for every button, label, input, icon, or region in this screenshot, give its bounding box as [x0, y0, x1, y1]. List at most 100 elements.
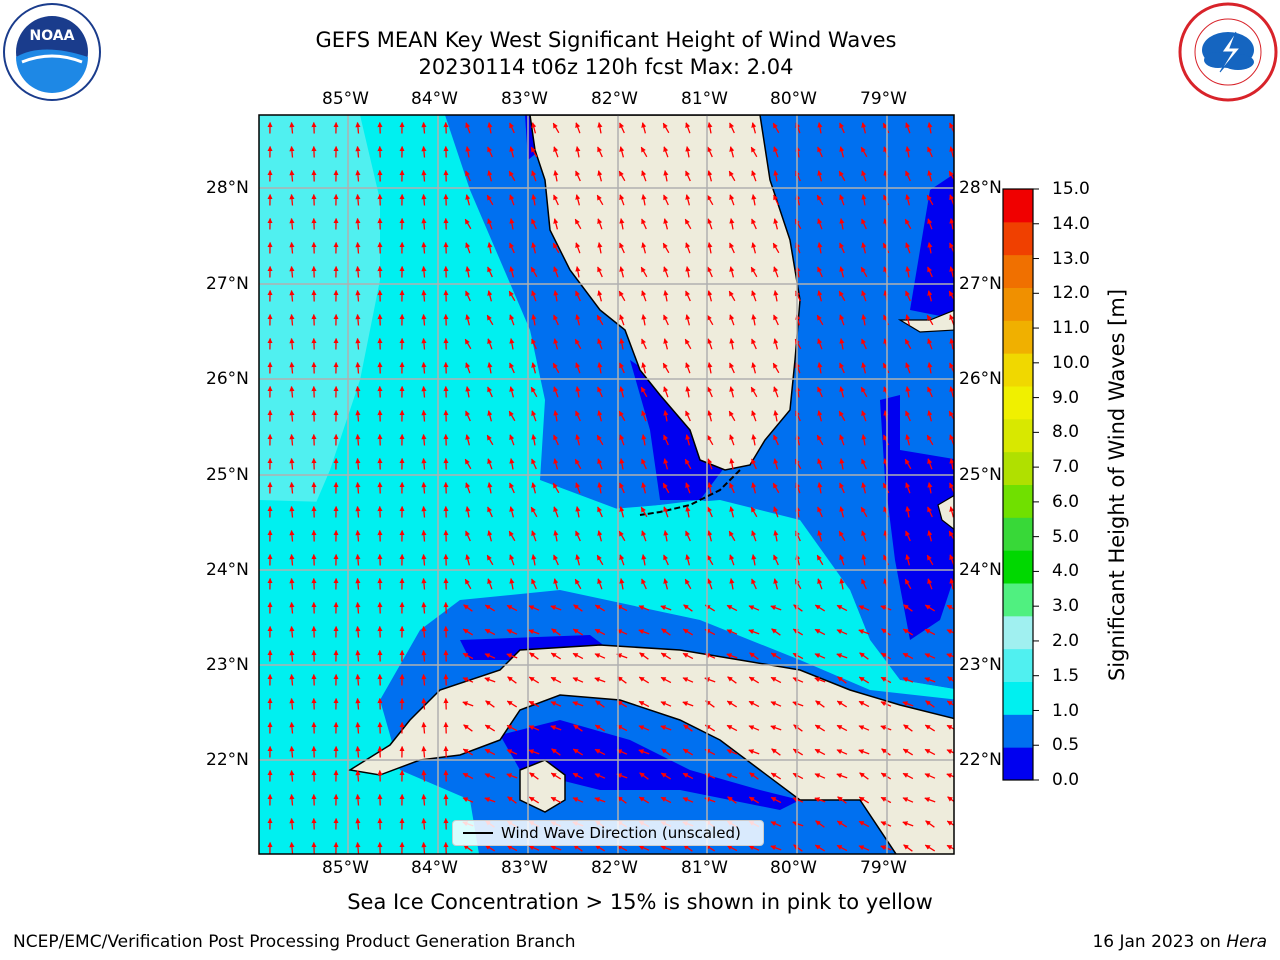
wave-direction-arrow	[770, 725, 782, 731]
wave-direction-arrow	[509, 482, 515, 494]
wave-direction-arrow	[575, 242, 581, 254]
wave-direction-arrow	[860, 266, 868, 278]
wave-direction-arrow	[553, 314, 559, 326]
wave-direction-arrow	[289, 769, 295, 782]
wave-direction-arrow	[663, 290, 669, 302]
wave-direction-arrow	[927, 242, 933, 254]
wave-direction-arrow	[618, 290, 626, 302]
wave-direction-arrow	[597, 482, 603, 494]
wave-direction-arrow	[660, 676, 672, 684]
wave-direction-arrow	[484, 748, 496, 756]
wave-direction-arrow	[641, 434, 647, 446]
wave-direction-arrow	[487, 242, 493, 254]
wave-direction-arrow	[487, 122, 493, 134]
wave-direction-arrow	[905, 170, 911, 182]
wave-direction-arrow	[814, 604, 826, 612]
wave-direction-arrow	[597, 578, 603, 590]
colorbar-label: Significant Height of Wind Waves [m]	[1105, 288, 1129, 682]
land-cuba	[347, 644, 954, 854]
wave-direction-arrow	[817, 146, 823, 158]
colorbar-block	[1003, 451, 1033, 485]
colorbar-tick-label: 15.0	[1052, 179, 1090, 199]
wave-direction-arrow	[641, 194, 647, 206]
wave-direction-arrow	[817, 170, 823, 182]
wave-direction-arrow	[619, 314, 625, 326]
lat-tick-left-26n: 26°N	[206, 369, 249, 389]
wave-direction-arrow	[619, 458, 625, 470]
lat-tick-left-24n: 24°N	[206, 560, 249, 580]
wave-direction-arrow	[770, 605, 782, 611]
wave-direction-arrow	[421, 673, 427, 686]
wave-direction-arrow	[552, 122, 560, 134]
wave-direction-arrow	[573, 604, 583, 612]
wave-direction-arrow	[751, 554, 757, 566]
colorbar-block	[1003, 254, 1033, 288]
wave-direction-arrow	[707, 266, 713, 278]
wave-direction-arrow	[814, 653, 826, 659]
wave-direction-arrow	[729, 194, 735, 206]
wave-direction-arrow	[726, 844, 738, 852]
wave-direction-arrow	[750, 146, 758, 158]
wave-direction-arrow	[553, 506, 559, 518]
wave-direction-arrow	[355, 673, 361, 686]
wave-direction-arrow	[509, 146, 515, 158]
wave-direction-arrow	[926, 194, 934, 206]
wave-direction-arrow	[641, 170, 647, 182]
colorbar-block	[1003, 386, 1033, 420]
wave-direction-arrow	[529, 652, 539, 660]
wave-direction-arrow	[289, 793, 295, 806]
wave-direction-arrow	[707, 458, 713, 470]
wave-direction-arrow	[946, 604, 954, 610]
wave-direction-arrow	[748, 725, 760, 731]
wave-direction-arrow	[465, 290, 471, 302]
wave-direction-arrow	[641, 554, 647, 566]
wave-direction-arrow	[836, 629, 848, 635]
wave-direction-arrow	[355, 505, 361, 518]
wave-direction-arrow	[421, 745, 427, 758]
wave-direction-arrow	[553, 434, 559, 446]
wave-direction-arrow	[751, 338, 757, 350]
wave-direction-arrow	[861, 554, 867, 566]
wave-direction-arrow	[685, 194, 691, 206]
wave-direction-arrow	[685, 266, 691, 278]
wave-direction-arrow	[751, 218, 757, 230]
wave-direction-arrow	[506, 749, 518, 755]
wave-direction-arrow	[728, 290, 736, 302]
wave-direction-arrow	[839, 218, 845, 230]
wave-direction-arrow	[421, 385, 427, 398]
wave-direction-arrow	[817, 458, 823, 470]
wave-direction-arrow	[684, 578, 692, 590]
wave-direction-arrow	[550, 676, 562, 684]
lat-tick-right-23n: 23°N	[959, 655, 1002, 675]
wave-direction-arrow	[706, 434, 714, 446]
lon-tick-bottom-81w: 81°W	[681, 858, 728, 878]
wave-direction-arrow	[793, 844, 803, 852]
wave-direction-arrow	[487, 506, 493, 518]
wave-direction-arrow	[706, 554, 714, 566]
wave-direction-arrow	[707, 506, 713, 518]
noaa-logo: NOAA	[2, 2, 102, 102]
wave-direction-arrow	[858, 676, 870, 684]
wave-direction-arrow	[506, 844, 518, 852]
wave-direction-arrow	[619, 362, 625, 374]
wave-direction-arrow	[924, 773, 936, 779]
wave-direction-arrow	[751, 194, 757, 206]
wave-direction-arrow	[751, 362, 757, 374]
wave-direction-arrow	[880, 652, 892, 660]
wave-direction-arrow	[618, 530, 626, 542]
colorbar-tick-label: 1.5	[1052, 665, 1080, 686]
wave-direction-arrow	[575, 122, 581, 134]
wave-direction-arrow	[465, 386, 471, 398]
wave-direction-arrow	[861, 218, 867, 230]
wave-direction-arrow	[528, 796, 540, 804]
wave-direction-arrow	[729, 242, 735, 254]
wave-direction-arrow	[729, 338, 735, 350]
wave-direction-arrow	[462, 652, 474, 660]
wave-direction-arrow	[682, 797, 694, 803]
wave-direction-arrow	[508, 290, 516, 302]
wave-direction-arrow	[707, 530, 713, 542]
wave-direction-arrow	[462, 677, 474, 683]
wave-direction-arrow	[946, 700, 954, 706]
wave-direction-arrow	[773, 146, 779, 158]
wave-direction-arrow	[506, 604, 518, 612]
